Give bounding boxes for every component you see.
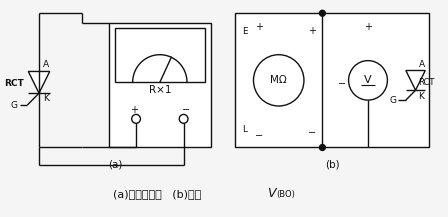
Text: K: K — [418, 92, 424, 101]
Text: MΩ: MΩ — [270, 75, 287, 85]
Text: E: E — [242, 26, 247, 36]
Circle shape — [132, 114, 140, 123]
Text: A: A — [418, 59, 425, 69]
Circle shape — [319, 145, 325, 150]
Text: V: V — [364, 75, 372, 85]
Text: G: G — [389, 96, 396, 105]
Circle shape — [179, 114, 188, 123]
Circle shape — [349, 61, 388, 100]
Text: A: A — [43, 59, 49, 69]
Text: (a): (a) — [108, 159, 122, 169]
Circle shape — [254, 55, 304, 106]
Bar — [109, 23, 211, 146]
Text: RCT: RCT — [4, 79, 23, 88]
Text: G: G — [11, 100, 17, 110]
Text: (b): (b) — [325, 159, 340, 169]
Polygon shape — [28, 71, 50, 93]
Text: +: + — [364, 22, 372, 32]
Text: +: + — [308, 26, 316, 36]
Polygon shape — [406, 71, 425, 90]
Text: −: − — [337, 79, 346, 89]
Text: −: − — [181, 105, 190, 115]
Text: $V$: $V$ — [267, 187, 278, 200]
Text: +: + — [130, 105, 138, 115]
Text: −: − — [255, 131, 263, 141]
Text: (BO): (BO) — [276, 190, 295, 199]
Text: (a)检查逆导性   (b)测量: (a)检查逆导性 (b)测量 — [113, 189, 202, 199]
Bar — [115, 28, 205, 82]
Bar — [235, 13, 429, 148]
Text: −: − — [308, 128, 316, 138]
Text: RCT: RCT — [418, 78, 435, 87]
Text: L: L — [242, 125, 247, 134]
Text: K: K — [43, 94, 49, 103]
Text: R×1: R×1 — [149, 85, 171, 95]
Circle shape — [319, 10, 325, 16]
Text: +: + — [255, 22, 263, 32]
